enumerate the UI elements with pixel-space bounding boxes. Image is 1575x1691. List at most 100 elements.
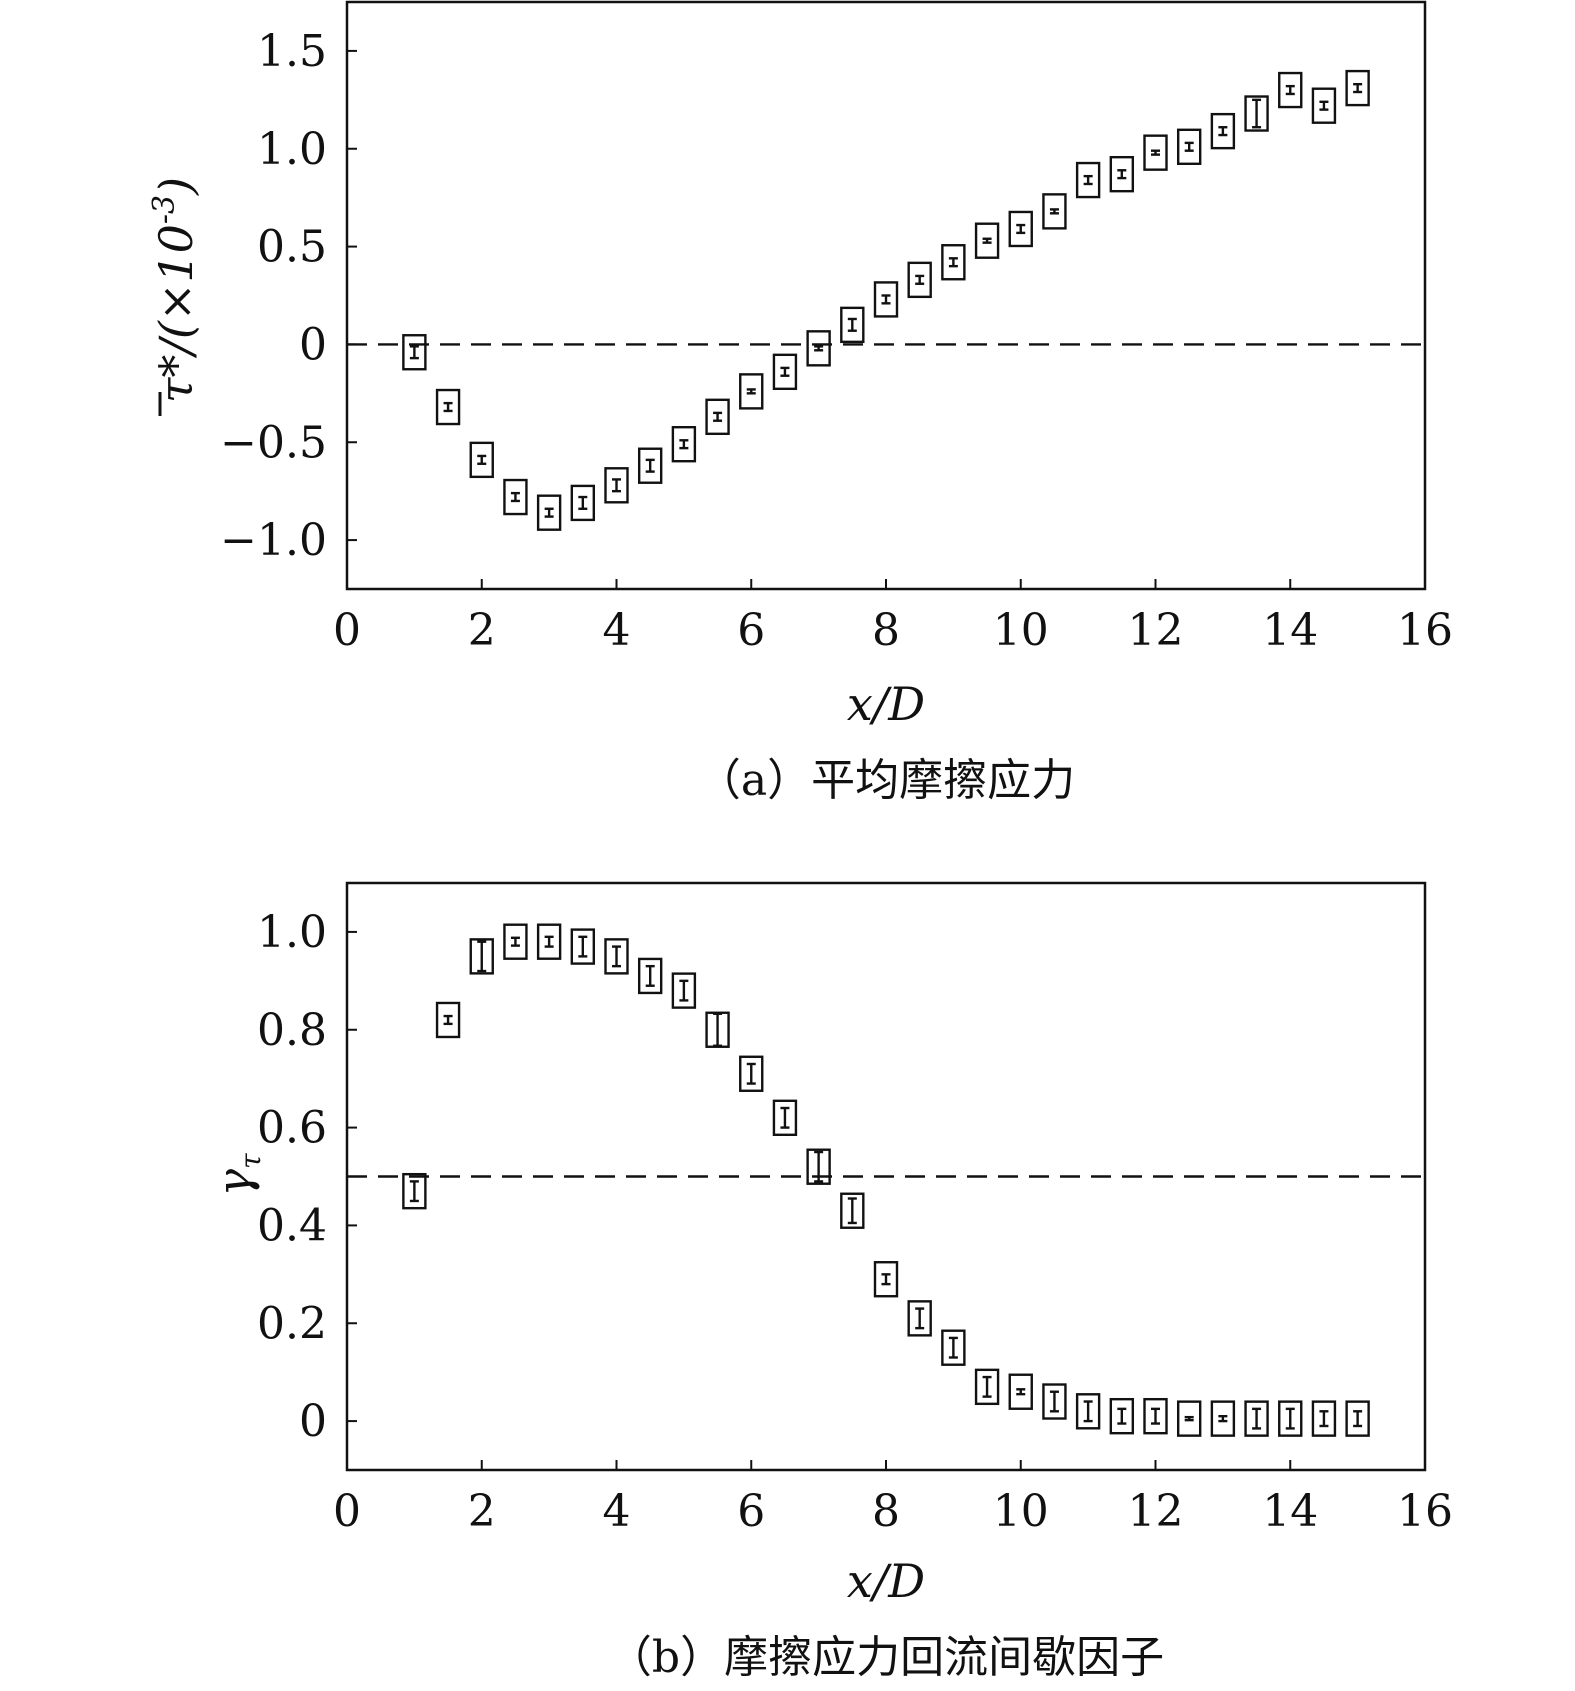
x-tick-label: 10 — [993, 1486, 1049, 1537]
data-point-marker — [1210, 1400, 1236, 1437]
data-point-marker — [974, 222, 1000, 259]
data-point — [1176, 128, 1202, 165]
data-point — [435, 388, 461, 426]
y-tick-label: −0.5 — [220, 417, 327, 468]
data-point-marker — [840, 306, 865, 344]
data-point — [1075, 1393, 1101, 1430]
y-tick-label: 0.6 — [257, 1103, 327, 1154]
data-point — [1210, 112, 1236, 150]
data-point — [536, 494, 562, 531]
x-tick-label: 0 — [333, 605, 361, 656]
panel-b-intermittency-factor: 0 2 4 6 8 10 12 14 16 0 0.2 0.4 0.6 0.8 1.0 x/D γτ （b… — [207, 881, 1453, 1683]
data-point-marker — [1311, 1400, 1337, 1437]
x-tick-label: 6 — [737, 605, 765, 656]
data-point — [1008, 1373, 1033, 1410]
panel-b-y-ticks: 0 0.2 0.4 0.6 0.8 1.0 — [257, 907, 357, 1447]
panel-b-y-label-subscript: τ — [234, 1153, 267, 1169]
data-point-marker — [536, 923, 562, 960]
data-point — [469, 938, 494, 975]
y-tick-label: 0 — [299, 1396, 327, 1447]
data-point — [806, 330, 831, 367]
x-tick-label: 14 — [1262, 1486, 1318, 1537]
x-tick-label: 16 — [1397, 605, 1453, 656]
data-point-marker — [671, 426, 697, 463]
panel-b-caption: （b）摩擦应力回流间歇因子 — [608, 1632, 1164, 1683]
data-point — [1008, 210, 1033, 248]
y-tick-label: 0.5 — [257, 222, 327, 273]
data-point — [907, 261, 932, 299]
data-point — [402, 1172, 427, 1210]
data-point-marker — [974, 1368, 1000, 1406]
data-point — [739, 1055, 764, 1092]
data-point-marker — [402, 334, 427, 371]
data-point-marker — [1278, 1400, 1303, 1437]
x-tick-label: 12 — [1128, 605, 1184, 656]
data-point — [637, 447, 663, 484]
data-point — [739, 373, 764, 410]
data-point — [671, 972, 697, 1009]
data-point — [907, 1300, 932, 1337]
data-point-marker — [503, 478, 528, 516]
x-tick-label: 4 — [603, 605, 631, 656]
data-point — [941, 1329, 966, 1366]
data-point — [536, 923, 562, 960]
data-point — [1075, 161, 1101, 199]
y-tick-label: 0.8 — [257, 1005, 327, 1056]
data-point — [1278, 1400, 1303, 1437]
data-point-marker — [1008, 1373, 1033, 1410]
data-point — [1210, 1400, 1236, 1437]
data-point — [772, 1099, 798, 1137]
panel-a-mean-friction-stress: 0 2 4 6 8 10 12 14 16 −1.0 −0.5 0 0.5 1.0 1.5 x/D τ*/… — [147, 0, 1453, 806]
x-tick-label: 12 — [1128, 1486, 1184, 1537]
data-point-marker — [1345, 69, 1370, 107]
data-point — [1143, 1397, 1168, 1435]
panel-a-y-ticks: −1.0 −0.5 0 0.5 1.0 1.5 — [220, 26, 357, 566]
data-point-marker — [873, 281, 899, 318]
data-point-marker — [941, 1329, 966, 1366]
x-tick-label: 14 — [1262, 605, 1318, 656]
data-point-marker — [1042, 193, 1067, 230]
data-point-marker — [1210, 112, 1236, 150]
data-point-marker — [941, 244, 966, 281]
data-point-marker — [570, 484, 596, 522]
data-point-marker — [1244, 1400, 1269, 1437]
data-point-marker — [772, 1099, 798, 1137]
data-point-marker — [1109, 155, 1135, 193]
data-point-marker — [1075, 1393, 1101, 1430]
data-point — [840, 306, 865, 344]
panel-a-data-points — [402, 69, 1370, 531]
data-point-marker — [435, 388, 461, 426]
panel-b-y-axis-label: γτ — [207, 1153, 267, 1197]
data-point-marker — [637, 957, 663, 995]
data-point-marker — [705, 398, 730, 436]
data-point-marker — [1345, 1400, 1370, 1437]
data-point — [1345, 1400, 1370, 1437]
data-point-marker — [1311, 87, 1337, 124]
y-tick-label: 0.4 — [257, 1200, 327, 1251]
data-point — [705, 1011, 730, 1048]
data-point — [570, 484, 596, 522]
x-tick-label: 8 — [872, 605, 900, 656]
panel-b-y-label-main: γ — [207, 1169, 261, 1197]
data-point — [1042, 193, 1067, 230]
data-point — [1244, 1400, 1269, 1437]
y-tick-label: 0.2 — [257, 1298, 327, 1349]
data-point-marker — [772, 353, 798, 391]
y-tick-label: 1.0 — [257, 124, 327, 175]
data-point — [1042, 1383, 1067, 1420]
data-point — [469, 441, 494, 479]
y-tick-label: −1.0 — [220, 515, 327, 566]
y-tick-label: 0 — [299, 319, 327, 370]
data-point-marker — [469, 441, 494, 479]
data-point — [503, 478, 528, 516]
data-point — [570, 928, 596, 965]
data-point-marker — [503, 923, 528, 960]
panel-a-y-label-main: τ*/(×10 — [149, 224, 203, 403]
panel-a-caption: （a）平均摩擦应力 — [697, 755, 1075, 806]
data-point-marker — [1278, 71, 1303, 109]
data-point-marker — [1008, 210, 1033, 248]
data-point-marker — [840, 1192, 865, 1229]
y-tick-label: 1.5 — [257, 26, 327, 77]
data-point-marker — [536, 494, 562, 531]
